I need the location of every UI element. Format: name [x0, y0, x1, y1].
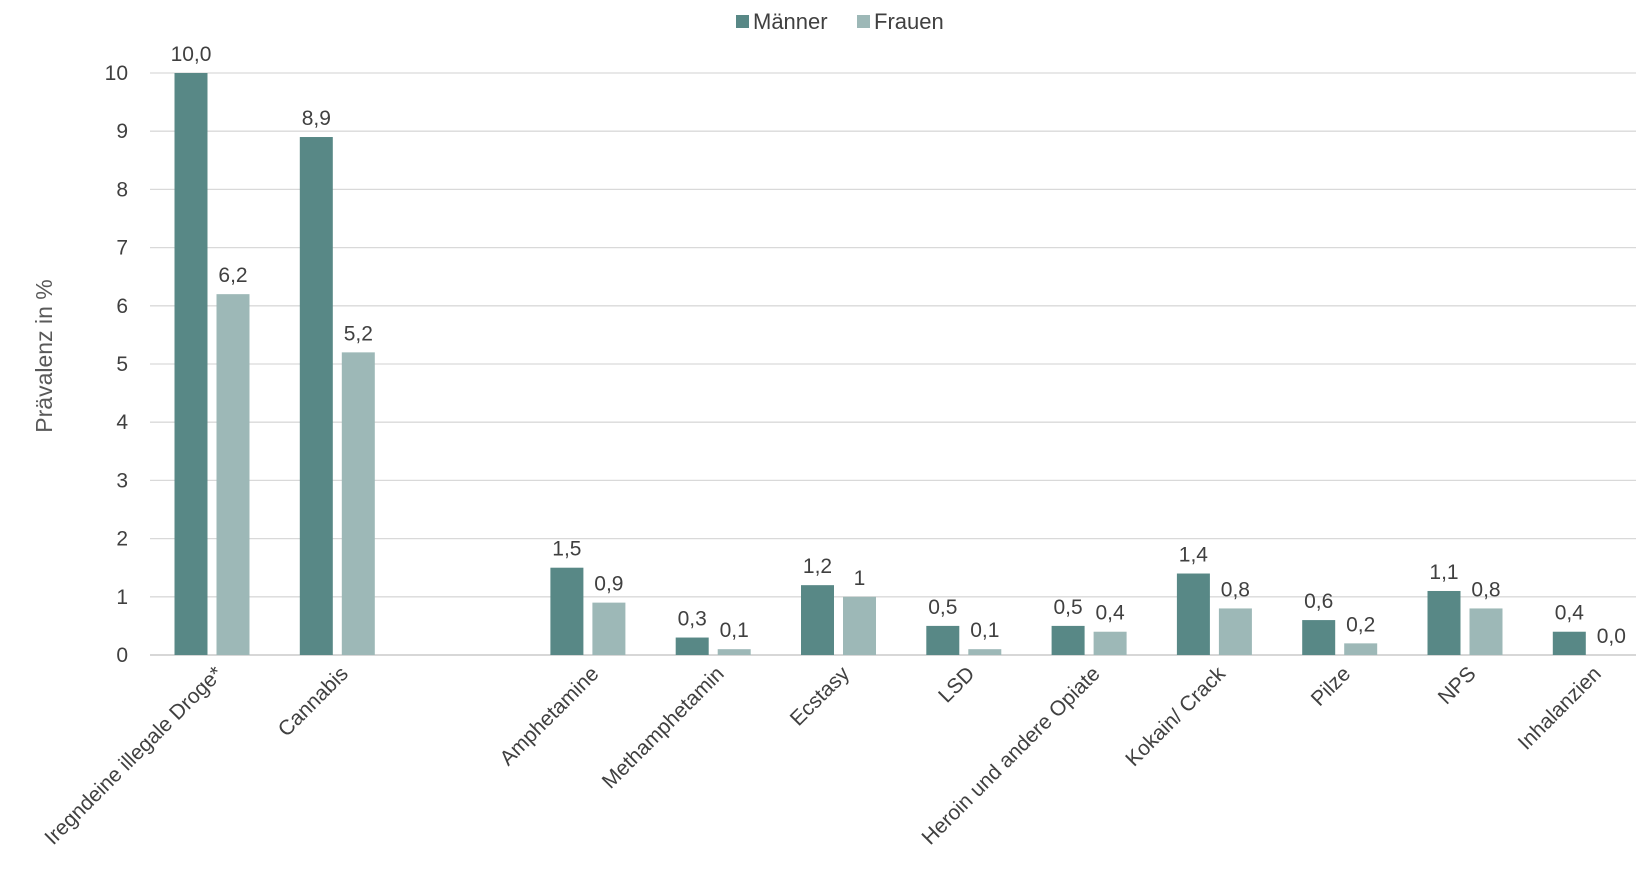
bar-maenner	[299, 137, 333, 655]
bar-frauen	[592, 602, 626, 655]
y-tick-label: 6	[116, 295, 128, 318]
legend-label-maenner: Männer	[753, 9, 828, 34]
category-label: NPS	[1434, 662, 1481, 709]
data-label: 5,2	[344, 322, 373, 345]
legend-swatch-maenner	[736, 15, 749, 28]
bar-frauen	[843, 596, 876, 655]
category-label: Pilze	[1307, 662, 1355, 710]
category-label: Amphetamine	[496, 662, 604, 770]
y-tick-label: 0	[116, 644, 128, 667]
legend: Männer Frauen	[736, 9, 944, 34]
category-labels: Iregndeine illegale Droge* Cannabis Amphet…	[40, 662, 1605, 850]
data-label: 1,2	[803, 555, 832, 578]
bar-frauen	[1093, 631, 1127, 655]
data-label: 0,0	[1597, 625, 1626, 648]
bar-maenner	[1427, 590, 1461, 655]
bar-frauen	[717, 649, 751, 655]
data-label: 1,4	[1179, 544, 1209, 567]
data-labels: 10,0 6,2 8,9 5,2 1,5 0,9 0,3 0,1 1,2 1 0,5 0,1 0,5 0,…	[171, 43, 1626, 648]
bar-maenner	[550, 567, 584, 655]
y-tick-label: 5	[116, 353, 128, 376]
bar-maenner	[926, 625, 960, 655]
bar-maenner	[1176, 573, 1210, 655]
y-tick-label: 10	[105, 62, 128, 85]
y-tick-label: 7	[116, 237, 128, 260]
data-label: 0,5	[1053, 596, 1082, 619]
data-label: 0,8	[1221, 578, 1250, 601]
category-label: Inhalanzien	[1514, 662, 1606, 754]
bar-frauen	[341, 352, 375, 655]
y-tick-label: 3	[116, 469, 128, 492]
data-label: 0,6	[1304, 590, 1333, 613]
bar-frauen	[1218, 608, 1252, 655]
category-label: Ecstasy	[786, 662, 855, 731]
y-axis-ticks: 0 1 2 3 4 5 6 7 8 9 10	[105, 62, 129, 667]
data-label: 1,1	[1429, 561, 1458, 584]
data-label: 0,5	[928, 596, 957, 619]
data-label: 0,4	[1095, 602, 1125, 625]
bar-frauen	[1469, 608, 1503, 655]
category-label: LSD	[934, 662, 979, 707]
bar-maenner	[1552, 631, 1586, 655]
y-tick-label: 1	[116, 586, 128, 609]
data-label: 0,3	[678, 608, 707, 631]
legend-swatch-frauen	[857, 15, 870, 28]
bar-frauen	[216, 294, 250, 655]
data-label: 6,2	[218, 264, 247, 287]
bar-frauen	[1344, 643, 1378, 655]
y-tick-label: 9	[116, 120, 128, 143]
data-label: 1,5	[552, 538, 581, 561]
bar-maenner	[1051, 625, 1085, 655]
category-label: Cannabis	[274, 662, 353, 741]
bar-maenner	[1302, 620, 1336, 655]
data-label: 0,1	[720, 619, 749, 642]
data-label: 10,0	[171, 43, 212, 66]
data-label: 0,4	[1555, 602, 1585, 625]
data-label: 0,2	[1346, 613, 1375, 636]
bar-maenner	[801, 585, 834, 655]
data-label: 0,8	[1471, 578, 1500, 601]
y-tick-label: 8	[116, 178, 128, 201]
bars	[174, 73, 1586, 655]
gridlines	[150, 72, 1636, 656]
y-tick-label: 2	[116, 528, 128, 551]
category-label: Methamphetamin	[598, 662, 729, 793]
category-label: Kokain/ Crack	[1121, 662, 1230, 771]
data-label: 0,9	[594, 573, 623, 596]
bar-maenner	[675, 637, 709, 655]
y-axis-title: Prävalenz in %	[31, 279, 57, 432]
y-tick-label: 4	[116, 411, 128, 434]
category-label: Iregndeine illegale Droge*	[40, 662, 227, 849]
data-label: 8,9	[302, 107, 331, 130]
data-label: 1	[854, 567, 866, 590]
data-label: 0,1	[970, 619, 999, 642]
legend-label-frauen: Frauen	[874, 9, 944, 34]
bar-maenner	[174, 73, 208, 655]
bar-frauen	[968, 649, 1002, 655]
